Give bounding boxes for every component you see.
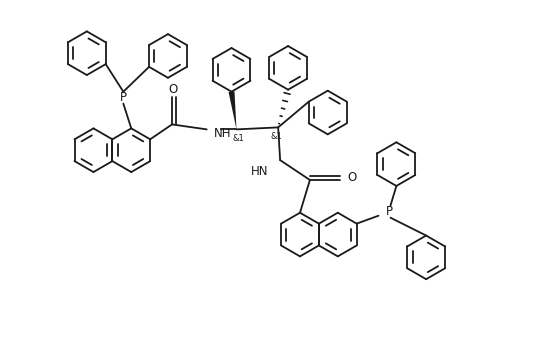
Text: P: P	[385, 205, 393, 218]
Text: &1: &1	[232, 134, 244, 143]
Polygon shape	[229, 91, 236, 129]
Text: &1: &1	[270, 132, 282, 141]
Text: O: O	[348, 171, 357, 185]
Text: P: P	[120, 91, 127, 104]
Text: O: O	[168, 83, 177, 96]
Text: NH: NH	[214, 127, 231, 140]
Text: HN: HN	[251, 165, 268, 178]
